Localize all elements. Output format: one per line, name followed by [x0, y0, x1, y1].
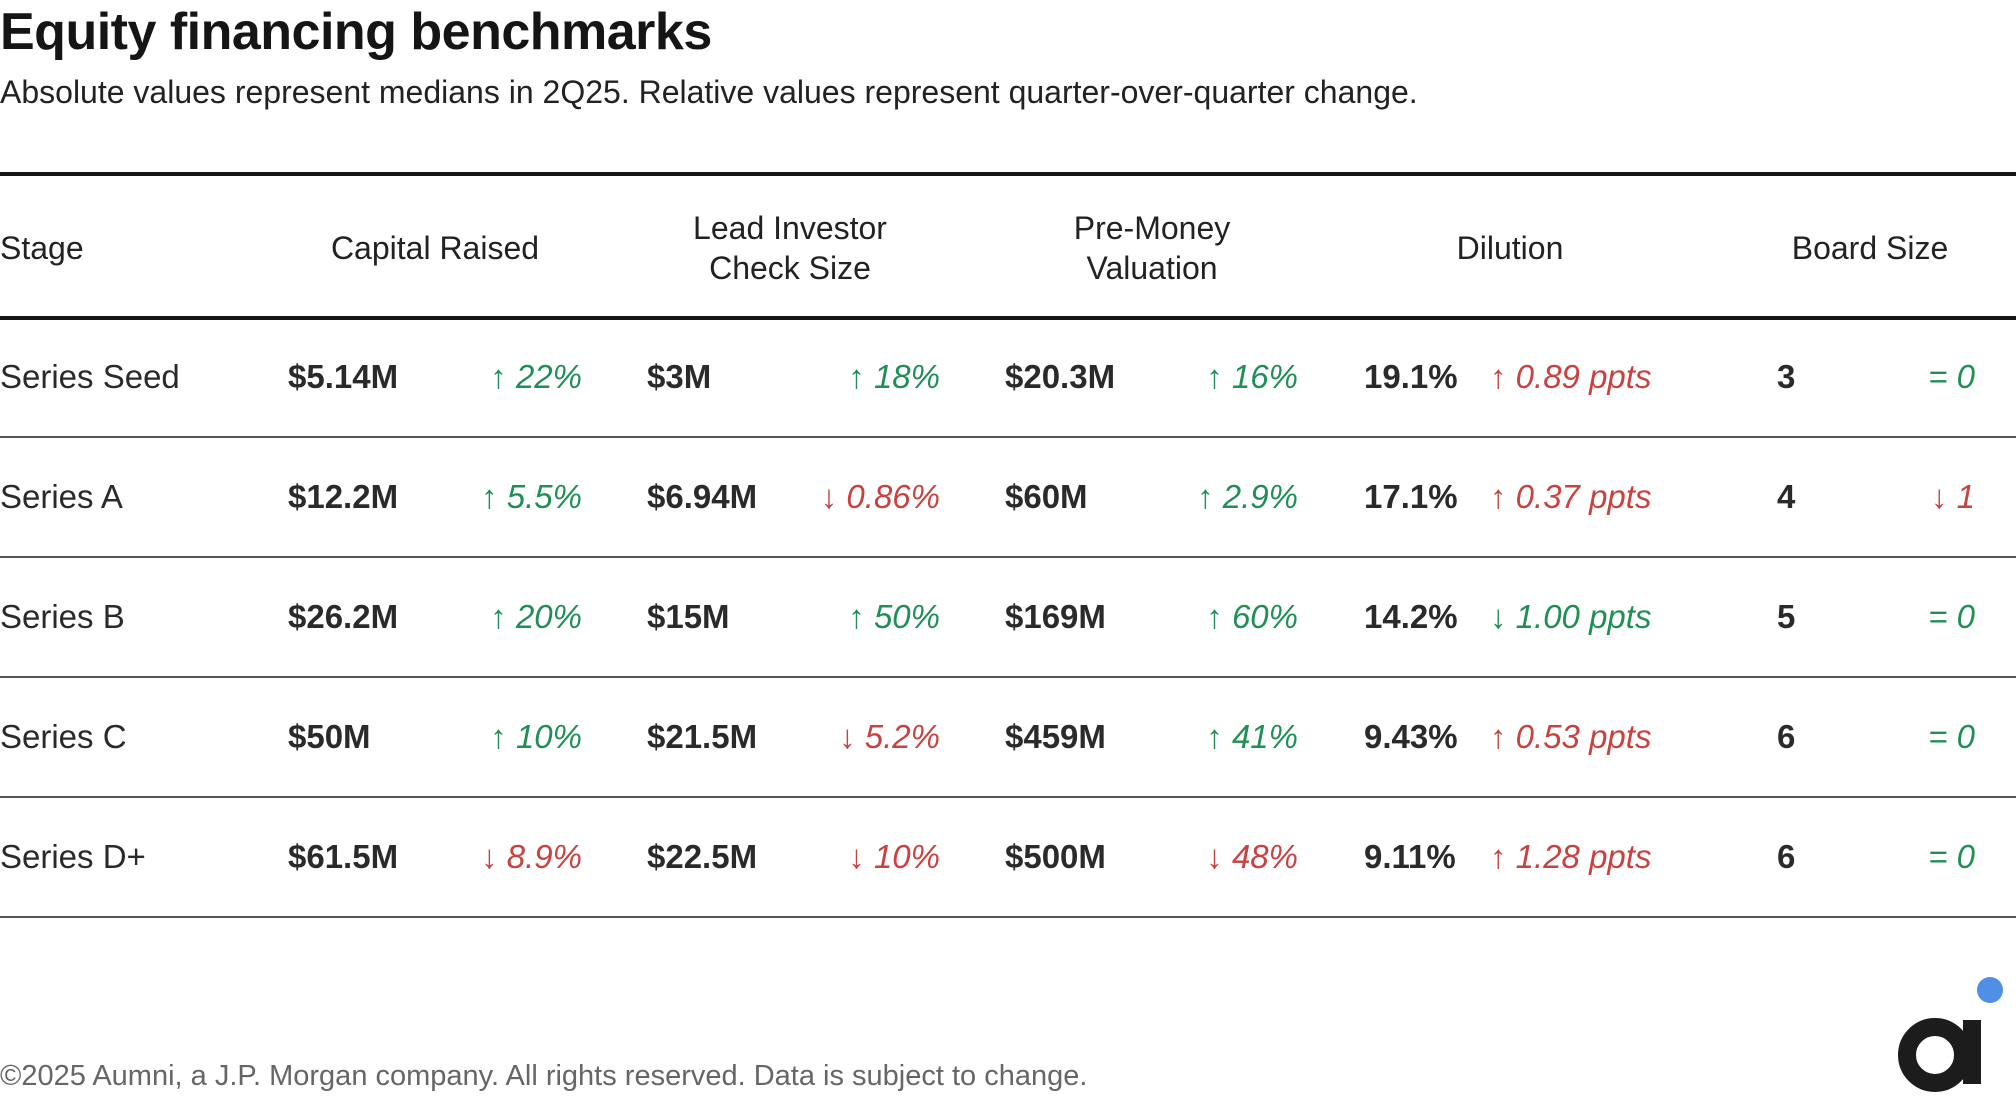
- cell-board-change: = 0: [1928, 838, 1975, 875]
- aumni-logo: [1898, 977, 2003, 1092]
- cell-board-change: = 0: [1928, 358, 1975, 395]
- cell-dilution-change: ↓ 1.00 ppts: [1490, 598, 1652, 635]
- header-stage: Stage: [0, 230, 84, 266]
- header-board-size: Board Size: [1791, 230, 1949, 266]
- cell-board-size: 5: [1777, 598, 1796, 635]
- header-dilution: Dilution: [1456, 230, 1564, 266]
- header-bottom-rule: [0, 316, 2016, 320]
- header-premoney-line1: Pre-Money: [1073, 210, 1231, 246]
- cell-dilution: 19.1%: [1364, 358, 1458, 395]
- cell-board-change: = 0: [1928, 598, 1975, 635]
- cell-capital-change: ↑ 20%: [490, 598, 582, 635]
- cell-lead-check: $21.5M: [647, 718, 758, 755]
- cell-capital-change: ↑ 5.5%: [481, 478, 582, 515]
- cell-capital-raised: $50M: [288, 718, 371, 755]
- cell-premoney: $60M: [1005, 478, 1088, 515]
- row-divider: [0, 436, 2016, 438]
- cell-capital-raised: $5.14M: [288, 358, 399, 395]
- logo-a-icon: [1898, 1018, 1981, 1092]
- cell-board-change: = 0: [1928, 718, 1975, 755]
- row-divider: [0, 676, 2016, 678]
- cell-lead-check: $22.5M: [647, 838, 758, 875]
- cell-dilution-change: ↑ 0.53 ppts: [1490, 718, 1652, 755]
- cell-dilution-change: ↑ 1.28 ppts: [1490, 838, 1652, 875]
- cell-stage: Series Seed: [0, 358, 180, 395]
- row-divider: [0, 556, 2016, 558]
- cell-lead-check-change: ↑ 50%: [848, 598, 940, 635]
- cell-capital-change: ↑ 10%: [490, 718, 582, 755]
- cell-stage: Series B: [0, 598, 125, 635]
- cell-board-change: ↓ 1: [1930, 478, 1975, 515]
- cell-lead-check-change: ↑ 18%: [848, 358, 940, 395]
- cell-dilution-change: ↑ 0.37 ppts: [1490, 478, 1652, 515]
- page-subtitle: Absolute values represent medians in 2Q2…: [0, 74, 1418, 110]
- header-premoney-line2: Valuation: [1086, 250, 1218, 286]
- cell-lead-check: $15M: [647, 598, 730, 635]
- row-divider: [0, 916, 2016, 918]
- cell-dilution: 17.1%: [1364, 478, 1458, 515]
- cell-dilution: 14.2%: [1364, 598, 1458, 635]
- page-title: Equity financing benchmarks: [0, 3, 712, 61]
- cell-capital-raised: $12.2M: [288, 478, 399, 515]
- cell-board-size: 4: [1777, 478, 1796, 515]
- cell-lead-check: $3M: [647, 358, 712, 395]
- cell-dilution: 9.43%: [1364, 718, 1458, 755]
- cell-stage: Series A: [0, 478, 123, 515]
- row-divider: [0, 796, 2016, 798]
- table-top-rule: [0, 172, 2016, 176]
- cell-board-size: 6: [1777, 718, 1796, 755]
- cell-premoney: $20.3M: [1005, 358, 1116, 395]
- cell-premoney-change: ↑ 41%: [1206, 718, 1298, 755]
- copyright-footer: ©2025 Aumni, a J.P. Morgan company. All …: [0, 1060, 1088, 1092]
- cell-board-size: 6: [1777, 838, 1796, 875]
- cell-capital-raised: $61.5M: [288, 838, 399, 875]
- cell-lead-check-change: ↓ 10%: [848, 838, 940, 875]
- cell-dilution-change: ↑ 0.89 ppts: [1490, 358, 1652, 395]
- cell-premoney-change: ↑ 16%: [1206, 358, 1298, 395]
- cell-stage: Series D+: [0, 838, 146, 875]
- header-lead-check-line1: Lead Investor: [693, 210, 887, 246]
- logo-dot-icon: [1977, 977, 2003, 1003]
- header-lead-check-line2: Check Size: [709, 250, 871, 286]
- cell-premoney-change: ↓ 48%: [1206, 838, 1298, 875]
- cell-capital-change: ↓ 8.9%: [481, 838, 582, 875]
- cell-premoney-change: ↑ 2.9%: [1197, 478, 1298, 515]
- cell-lead-check-change: ↓ 0.86%: [820, 478, 940, 515]
- cell-premoney: $500M: [1005, 838, 1106, 875]
- cell-stage: Series C: [0, 718, 127, 755]
- cell-premoney-change: ↑ 60%: [1206, 598, 1298, 635]
- header-capital-raised: Capital Raised: [330, 230, 540, 266]
- cell-capital-change: ↑ 22%: [490, 358, 582, 395]
- cell-premoney: $169M: [1005, 598, 1106, 635]
- cell-dilution: 9.11%: [1364, 838, 1456, 875]
- cell-capital-raised: $26.2M: [288, 598, 399, 635]
- cell-board-size: 3: [1777, 358, 1796, 395]
- cell-lead-check-change: ↓ 5.2%: [839, 718, 940, 755]
- cell-lead-check: $6.94M: [647, 478, 758, 515]
- cell-premoney: $459M: [1005, 718, 1106, 755]
